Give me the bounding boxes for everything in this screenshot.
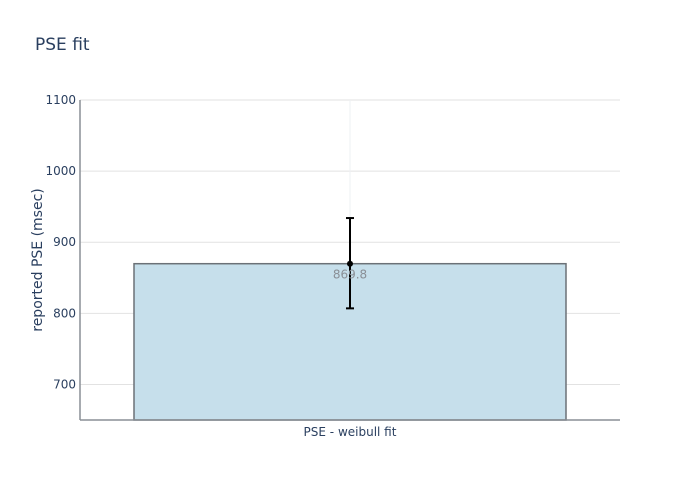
data-labels: 869.8 (333, 268, 367, 282)
y-tick-label: 900 (53, 235, 76, 249)
y-axis-title: reported PSE (msec) (30, 188, 46, 332)
data-point (347, 260, 353, 267)
y-tick-label: 1000 (45, 164, 76, 178)
tick-labels: 700 800 900 1000 1100 PSE - weibull fit (45, 93, 396, 439)
y-tick-label: 1100 (45, 93, 76, 107)
error-bars (346, 217, 354, 310)
chart-title: PSE fit (35, 35, 90, 55)
y-tick-label: 700 (53, 377, 76, 391)
bar-value-label: 869.8 (333, 268, 367, 282)
axes (79, 100, 620, 421)
x-tick-label: PSE - weibull fit (304, 425, 397, 439)
y-tick-label: 800 (53, 306, 76, 320)
